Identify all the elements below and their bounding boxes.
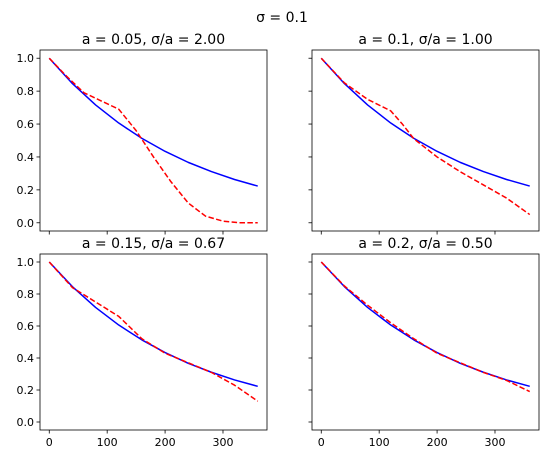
series-line-approx — [320, 57, 531, 216]
y-tick-label: 0.8 — [17, 85, 35, 98]
x-tick-label: 300 — [212, 436, 233, 449]
y-tick-label: 0.6 — [17, 320, 35, 333]
y-tick-label: 0.2 — [17, 384, 35, 397]
series-line-approx — [320, 261, 531, 393]
y-tick-label: 0.4 — [17, 151, 35, 164]
series-line-approx — [48, 57, 258, 224]
axes-frame — [311, 49, 540, 232]
x-tick-label: 100 — [97, 436, 118, 449]
x-tick-label: 0 — [46, 436, 53, 449]
axes-frame — [39, 253, 268, 431]
y-tick-label: 1.0 — [17, 52, 35, 65]
y-tick-label: 0.4 — [17, 352, 35, 365]
x-tick-label: 0 — [318, 436, 325, 449]
y-tick-label: 0.0 — [17, 416, 35, 429]
y-tick-label: 0.6 — [17, 118, 35, 131]
subplot-1: 0.0 0.2 0.4 0.6 0.8 1.0 a = 0.05, σ/a = 2.00 — [17, 32, 268, 235]
x-tick-label: 300 — [484, 436, 505, 449]
y-tick-label: 0.2 — [17, 184, 35, 197]
subplot-title: a = 0.15, σ/a = 0.67 — [82, 236, 225, 252]
subplot-2: a = 0.1, σ/a = 1.00 — [308, 32, 540, 235]
series-line-exact — [320, 57, 530, 187]
subplot-4: 0 100 200 300 a = 0.2, σ/a = 0.50 — [308, 236, 540, 449]
series-line-approx — [48, 261, 259, 402]
series-line-exact — [48, 57, 258, 187]
y-tick-label: 0.8 — [17, 288, 35, 301]
axes-frame — [39, 49, 268, 232]
figure-suptitle: σ = 0.1 — [256, 10, 308, 26]
subplot-3: 0 100 200 300 0.0 0.2 0.4 0.6 0.8 1.0 a = 0.15, σ/… — [17, 236, 268, 449]
subplot-title: a = 0.2, σ/a = 0.50 — [358, 236, 492, 252]
x-tick-label: 200 — [427, 436, 448, 449]
axes-frame — [311, 253, 540, 431]
subplot-title: a = 0.05, σ/a = 2.00 — [82, 32, 225, 48]
y-tick-label: 0.0 — [17, 217, 35, 230]
y-tick-label: 1.0 — [17, 256, 35, 269]
x-tick-label: 200 — [155, 436, 176, 449]
subplot-title: a = 0.1, σ/a = 1.00 — [358, 32, 492, 48]
x-tick-label: 100 — [369, 436, 390, 449]
